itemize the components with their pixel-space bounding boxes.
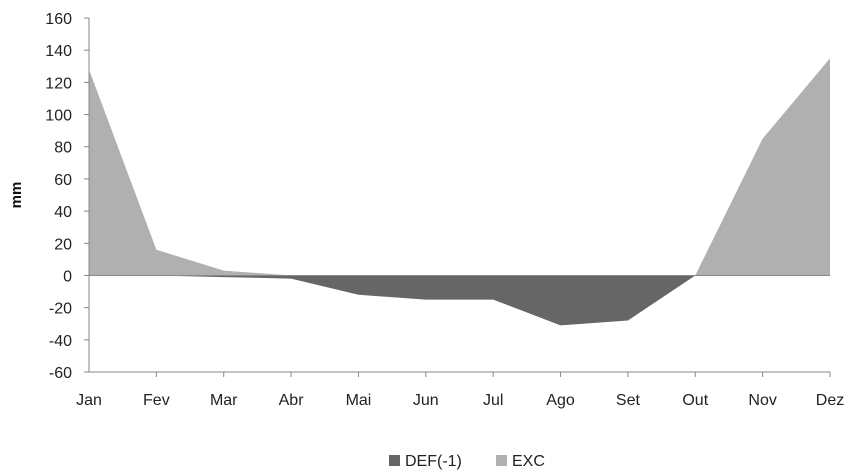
x-tick-label-mai: Mai xyxy=(346,392,372,409)
y-tick-label: 140 xyxy=(45,43,72,60)
x-tick-label-fev: Fev xyxy=(143,392,170,409)
y-axis-title: mm xyxy=(8,182,25,209)
legend-label: DEF(-1) xyxy=(405,453,462,470)
x-tick-label-ago: Ago xyxy=(546,392,575,409)
plot-area xyxy=(89,58,830,326)
x-tick-label-jan: Jan xyxy=(76,392,102,409)
legend-swatch-exc xyxy=(496,455,507,466)
y-tick-label: 60 xyxy=(54,172,72,189)
y-tick-label: 80 xyxy=(54,140,72,157)
y-tick-label: 100 xyxy=(45,108,72,125)
legend-label: EXC xyxy=(512,453,545,470)
x-tick-label-out: Out xyxy=(682,392,708,409)
y-tick-label: 0 xyxy=(63,268,72,285)
y-tick-label: -40 xyxy=(49,333,72,350)
legend: DEF(-1) EXC xyxy=(389,453,545,470)
x-tick-label-mar: Mar xyxy=(210,392,238,409)
y-tick-label: 40 xyxy=(54,204,72,221)
y-tick-label: -60 xyxy=(49,365,72,382)
series-area-exc xyxy=(89,58,830,276)
x-tick-label-dez: Dez xyxy=(816,392,844,409)
legend-swatch-def-1 xyxy=(389,455,400,466)
x-tick-labels: Jan Fev Mar Abr Mai Jun Jul Ago Set Out Nov Dez xyxy=(76,372,844,409)
series-area-def-1 xyxy=(89,275,830,326)
x-tick-label-nov: Nov xyxy=(748,392,776,409)
y-tick-labels: 160 140 120 100 80 60 40 20 0 -20 -40 -60 xyxy=(45,11,89,382)
y-tick-label: 20 xyxy=(54,236,72,253)
y-tick-label: 120 xyxy=(45,75,72,92)
y-tick-label: 160 xyxy=(45,11,72,28)
x-tick-label-abr: Abr xyxy=(279,392,305,409)
x-tick-label-jun: Jun xyxy=(413,392,439,409)
x-tick-label-set: Set xyxy=(616,392,641,409)
y-tick-label: -20 xyxy=(49,301,72,318)
x-tick-label-jul: Jul xyxy=(483,392,503,409)
axes xyxy=(88,18,830,373)
